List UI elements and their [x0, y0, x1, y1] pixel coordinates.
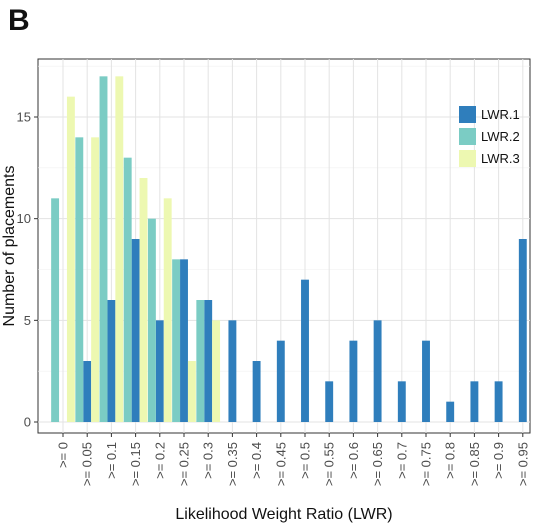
- bar-lwr-1: [301, 279, 309, 422]
- bar-lwr-2: [123, 157, 132, 422]
- x-axis-title: Likelihood Weight Ratio (LWR): [175, 506, 392, 523]
- bar-lwr-1: [349, 340, 358, 422]
- legend: LWR.1 LWR.2 LWR.3: [459, 106, 520, 167]
- bar-lwr-1: [83, 361, 92, 422]
- bar-lwr-1: [422, 340, 430, 422]
- x-tick-label: >= 0.6: [346, 442, 361, 479]
- bar-lwr-2: [51, 198, 60, 422]
- bar-lwr-2: [147, 218, 156, 422]
- x-tick-label: >= 0.55: [322, 442, 337, 486]
- legend-swatch: [459, 128, 476, 145]
- legend-label: LWR.2: [481, 129, 520, 144]
- x-axis: >= 0 >= 0.05 >= 0.1 >= 0.15 >= 0.2 >= 0.25 >= …: [56, 433, 530, 486]
- y-axis-title: Number of placements: [1, 166, 18, 327]
- bar-lwr-1: [494, 381, 503, 422]
- bar-lwr-1: [252, 361, 261, 422]
- bar-lwr-1: [470, 381, 479, 422]
- x-tick-label: >= 0.95: [515, 442, 530, 486]
- bar-lwr-2: [196, 300, 205, 422]
- y-tick-label: 0: [24, 415, 31, 430]
- bar-lwr-2: [172, 259, 181, 422]
- x-tick-label: >= 0.05: [80, 442, 95, 486]
- x-tick-label: >= 0.75: [419, 442, 434, 486]
- x-tick-label: >= 0.45: [273, 442, 288, 486]
- bar-lwr-3: [139, 178, 148, 422]
- bar-lwr-3: [91, 137, 100, 423]
- y-tick-label: 5: [24, 313, 31, 328]
- x-tick-label: >= 0.65: [370, 442, 385, 486]
- y-tick-label: 15: [17, 110, 31, 125]
- legend-label: LWR.3: [481, 151, 520, 166]
- x-tick-label: >= 0.85: [467, 442, 482, 486]
- x-tick-label: >= 0.5: [298, 442, 313, 479]
- x-tick-label: >= 0.7: [394, 442, 409, 479]
- bar-lwr-3: [66, 96, 75, 423]
- y-axis: 0 5 10 15: [17, 110, 38, 430]
- x-tick-label: >= 0.3: [201, 442, 216, 479]
- y-tick-label: 10: [17, 211, 31, 226]
- bar-lwr-1: [228, 320, 237, 422]
- bar-lwr-3: [163, 198, 172, 422]
- legend-swatch: [459, 150, 476, 167]
- x-tick-label: >= 0.1: [104, 442, 119, 479]
- bar-lwr-1: [107, 300, 116, 422]
- bars: [51, 76, 527, 423]
- bar-lwr-1: [373, 320, 382, 422]
- x-tick-label: >= 0.25: [177, 442, 192, 486]
- x-tick-label: >= 0.4: [249, 442, 264, 479]
- x-tick-label: >= 0.2: [152, 442, 167, 479]
- bar-lwr-2: [75, 137, 84, 423]
- bar-lwr-1: [518, 239, 527, 422]
- legend-swatch: [459, 106, 476, 123]
- bar-lwr-1: [446, 401, 455, 422]
- panel-label: B: [8, 4, 30, 37]
- bar-lwr-3: [115, 76, 124, 422]
- bar-lwr-1: [276, 340, 285, 422]
- bar-lwr-1: [155, 320, 164, 422]
- x-tick-label: >= 0.35: [225, 442, 240, 486]
- x-tick-label: >= 0.9: [491, 442, 506, 479]
- x-tick-label: >= 0.15: [128, 442, 143, 486]
- bar-lwr-1: [131, 239, 140, 422]
- x-tick-label: >= 0: [56, 442, 71, 468]
- bar-lwr-1: [397, 381, 406, 422]
- bar-lwr-2: [99, 76, 108, 422]
- bar-lwr-3: [212, 320, 221, 422]
- bar-lwr-1: [180, 259, 188, 422]
- bar-lwr-1: [204, 300, 213, 422]
- bar-lwr-3: [187, 361, 196, 422]
- legend-label: LWR.1: [481, 107, 520, 122]
- x-tick-label: >= 0.8: [443, 442, 458, 479]
- bar-lwr-1: [325, 381, 334, 422]
